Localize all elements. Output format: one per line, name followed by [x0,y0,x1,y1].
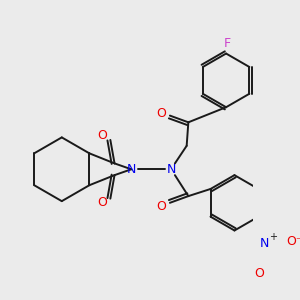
Text: N: N [127,163,136,176]
Text: O⁻: O⁻ [286,235,300,248]
Text: O: O [97,129,107,142]
Text: N: N [167,163,176,176]
Text: O: O [254,267,264,280]
Text: O: O [97,196,107,209]
Text: O: O [157,200,166,213]
Text: O: O [157,107,166,120]
Text: F: F [224,37,231,50]
Text: +: + [269,232,277,242]
Text: N: N [260,237,269,250]
